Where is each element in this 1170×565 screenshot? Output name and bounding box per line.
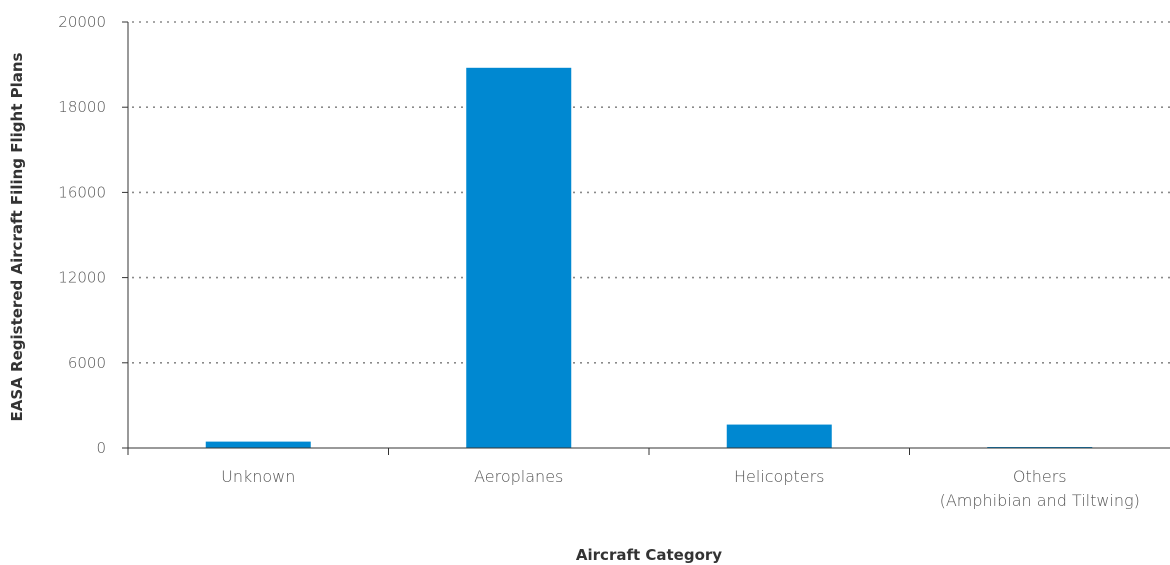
x-axis-title: Aircraft Category [576,546,722,564]
y-tick-label: 16000 [58,183,106,201]
x-axis-category-labels: Unknown Aeroplanes Helicopters Others (Amphi… [221,467,1140,510]
gridlines [132,21,1170,364]
axes [127,22,1170,455]
x-category-label: Helicopters [734,467,825,486]
x-category-label: Unknown [221,467,295,486]
y-tick-label: 0 [96,439,106,457]
y-axis-ticks: 0 6000 12000 16000 18000 20000 [58,13,128,457]
bar [205,441,311,448]
y-axis-title: EASA Registered Aircraft Filing Flight P… [8,52,26,421]
bar [726,424,832,448]
y-tick-label: 6000 [68,354,106,372]
x-category-label: Aeroplanes [474,467,563,486]
y-tick-label: 20000 [58,13,106,31]
x-category-label: (Amphibian and Tiltwing) [940,491,1140,510]
bar [466,67,572,449]
bars [205,67,1093,449]
y-tick-label: 12000 [58,269,106,287]
x-category-label: Others [1013,467,1067,486]
y-tick-label: 18000 [58,98,106,116]
